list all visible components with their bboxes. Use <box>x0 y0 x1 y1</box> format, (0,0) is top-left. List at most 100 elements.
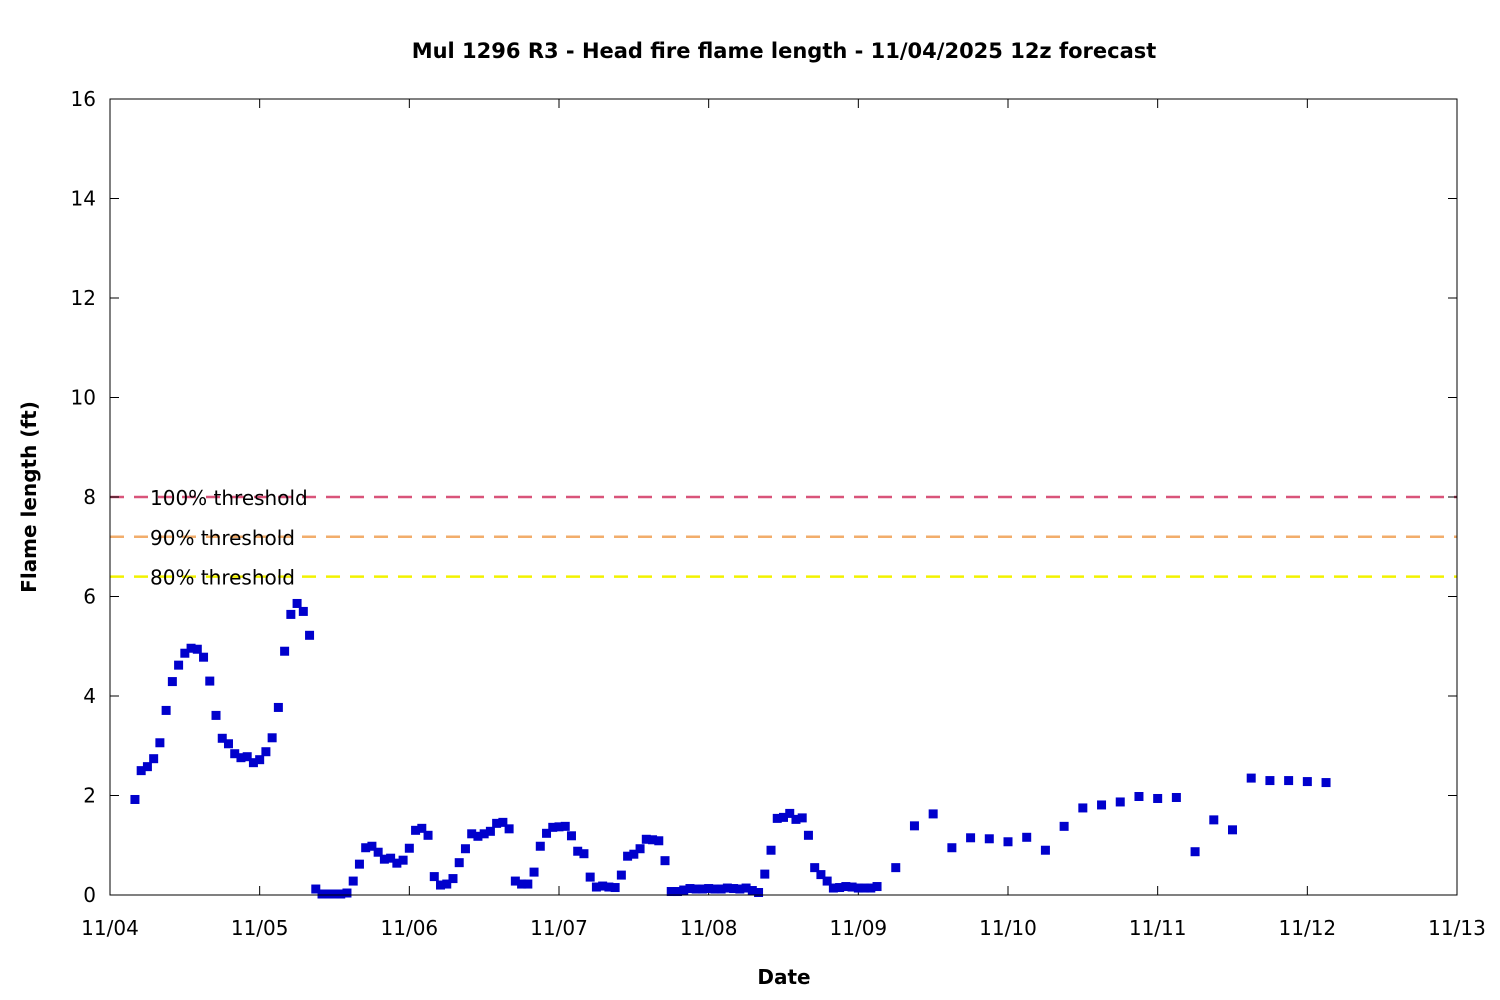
data-point <box>828 883 838 893</box>
x-tick-label: 11/04 <box>81 916 139 940</box>
data-point <box>566 831 576 841</box>
data-point <box>779 812 788 822</box>
data-point <box>267 733 277 743</box>
data-point <box>261 747 271 757</box>
data-point <box>841 882 851 892</box>
data-point <box>860 883 870 893</box>
data-point <box>697 884 707 894</box>
data-point <box>411 825 421 835</box>
data-point <box>542 828 552 838</box>
data-point <box>436 880 446 890</box>
data-point <box>716 884 726 894</box>
data-point <box>785 808 795 818</box>
data-point <box>330 889 339 899</box>
threshold-label: 80% threshold <box>150 566 295 590</box>
data-point <box>467 829 477 839</box>
data-point <box>498 817 508 827</box>
y-tick-label: 2 <box>83 784 96 808</box>
x-tick-label: 11/12 <box>1279 916 1337 940</box>
data-point <box>248 758 258 768</box>
data-point <box>666 887 676 897</box>
data-point <box>747 886 757 896</box>
data-point <box>479 829 489 839</box>
data-point <box>660 856 670 866</box>
data-point <box>1097 800 1107 810</box>
data-point <box>853 883 863 893</box>
data-point <box>236 753 246 763</box>
y-tick-label: 16 <box>71 87 96 111</box>
x-tick-label: 11/13 <box>1428 916 1486 940</box>
data-point <box>161 705 171 715</box>
data-point <box>473 831 483 841</box>
data-point <box>1115 797 1125 807</box>
data-point <box>573 846 583 856</box>
data-point <box>317 889 327 899</box>
data-point <box>772 813 782 823</box>
data-point <box>835 883 845 893</box>
data-point <box>1302 777 1312 787</box>
data-point <box>342 888 352 898</box>
data-point <box>1265 776 1275 786</box>
data-point <box>1228 825 1237 835</box>
data-point <box>635 844 645 854</box>
data-point <box>186 643 196 653</box>
data-point <box>947 843 957 853</box>
x-tick-label: 11/07 <box>530 916 588 940</box>
data-point <box>305 630 315 640</box>
data-point <box>529 867 539 877</box>
data-point <box>1246 773 1256 783</box>
data-point <box>448 874 458 884</box>
data-point <box>361 843 371 853</box>
data-point <box>292 598 302 608</box>
data-point <box>211 710 221 720</box>
data-point <box>685 884 695 894</box>
data-point <box>1153 793 1163 803</box>
data-point <box>1078 803 1088 813</box>
y-tick-label: 8 <box>83 485 96 509</box>
data-point <box>866 883 876 893</box>
data-point <box>1190 847 1200 857</box>
data-point <box>217 733 227 743</box>
data-point <box>872 882 882 892</box>
data-point <box>392 858 402 868</box>
data-point <box>336 889 346 899</box>
data-point <box>729 884 739 894</box>
data-point <box>492 818 502 828</box>
x-tick-label: 11/09 <box>830 916 888 940</box>
y-tick-label: 0 <box>83 883 96 907</box>
data-point <box>984 834 994 844</box>
data-point <box>966 833 976 843</box>
data-point <box>460 844 470 854</box>
data-point <box>379 854 389 864</box>
data-point <box>822 876 832 886</box>
x-tick-label: 11/06 <box>381 916 439 940</box>
x-tick-label: 11/05 <box>231 916 289 940</box>
data-point <box>286 609 296 619</box>
data-point <box>810 863 820 873</box>
data-point <box>1022 832 1032 842</box>
y-tick-label: 10 <box>71 386 96 410</box>
data-point <box>735 884 745 894</box>
data-point <box>535 841 545 851</box>
data-point <box>136 766 146 776</box>
data-point <box>616 870 626 880</box>
data-point <box>510 876 520 886</box>
data-point <box>242 752 252 762</box>
data-point <box>398 855 408 865</box>
data-point <box>1284 776 1294 786</box>
data-point <box>560 821 570 831</box>
data-point <box>130 794 140 804</box>
data-point <box>323 889 333 899</box>
data-point <box>454 858 464 868</box>
data-point <box>585 872 595 882</box>
x-tick-label: 11/10 <box>979 916 1037 940</box>
data-point <box>1321 778 1331 788</box>
data-point <box>180 648 190 658</box>
data-point <box>722 883 732 893</box>
data-point <box>598 881 608 891</box>
data-point <box>691 884 701 894</box>
data-point <box>386 853 396 863</box>
data-point <box>928 809 938 819</box>
